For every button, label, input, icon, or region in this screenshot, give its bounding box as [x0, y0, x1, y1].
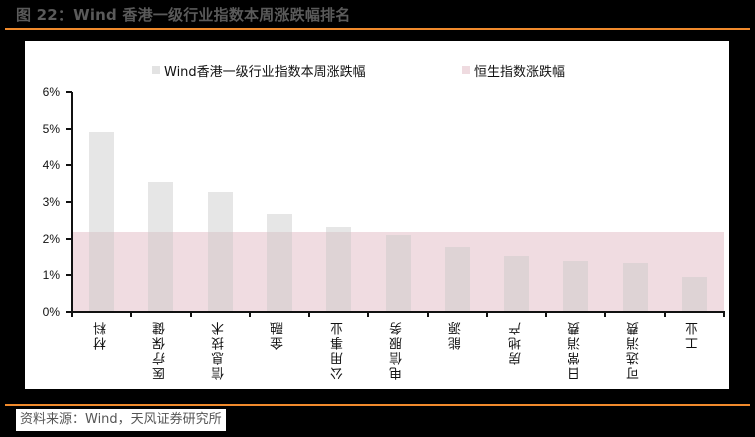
hang-seng-band: [72, 232, 724, 312]
x-category-label: 信息技术: [212, 320, 228, 380]
y-tick: [66, 91, 72, 93]
x-tick: [308, 311, 311, 317]
x-category-label: 公用事业: [330, 320, 346, 380]
y-tick: [66, 201, 72, 203]
legend-swatch-hang-seng: [462, 66, 470, 74]
bar-6: [444, 247, 470, 312]
x-axis: [71, 311, 724, 313]
bar-3: [266, 214, 292, 312]
legend-item-hang-seng: 恒生指数涨跌幅: [462, 61, 566, 80]
top-accent-rule: [5, 28, 750, 30]
bar-0: [89, 131, 115, 312]
x-tick: [723, 311, 725, 317]
legend-label-industry: Wind香港一级行业指数本周涨跌幅: [164, 64, 366, 80]
bar-5: [385, 235, 411, 312]
x-tick: [426, 311, 429, 317]
y-tick-label: 4%: [42, 158, 60, 173]
y-tick: [66, 274, 72, 277]
x-category-label: 金融: [271, 320, 287, 350]
bar-1: [148, 181, 174, 312]
y-tick-label: 3%: [42, 195, 60, 209]
y-tick-label: 1%: [42, 268, 60, 283]
x-category-label: 材料: [93, 320, 109, 350]
y-tick: [66, 237, 72, 240]
x-tick: [189, 311, 192, 317]
chart-panel: [25, 41, 729, 389]
x-tick: [367, 311, 370, 317]
x-tick: [604, 311, 607, 317]
x-category-label: 电信服务: [390, 320, 405, 380]
x-tick: [130, 311, 133, 317]
y-tick-label: 0%: [42, 305, 60, 319]
y-axis: [71, 92, 73, 313]
figure-title: 图 22：Wind 香港一级行业指数本周涨跌幅排名: [16, 6, 351, 24]
x-category-label: 能源: [449, 320, 465, 350]
x-category-label: 医疗保健: [152, 320, 168, 380]
x-tick: [248, 311, 251, 317]
bar-2: [207, 191, 233, 312]
bar-4: [326, 227, 352, 312]
source-note: 资料来源：Wind，天风证券研究所: [16, 409, 226, 431]
x-tick: [71, 311, 73, 317]
y-tick-label: 2%: [42, 231, 60, 246]
x-category-label: 可选消费: [627, 320, 643, 380]
bar-9: [622, 263, 648, 312]
legend-label-hang-seng: 恒生指数涨跌幅: [474, 64, 566, 80]
y-tick: [66, 164, 72, 167]
x-tick: [663, 311, 666, 317]
bar-10: [681, 277, 707, 312]
y-tick: [66, 127, 72, 130]
y-tick-label: 5%: [42, 121, 60, 136]
legend-swatch-industry: [152, 66, 160, 74]
y-tick-label: 6%: [42, 85, 60, 99]
x-category-label: 工业: [686, 320, 702, 350]
x-tick: [545, 311, 548, 317]
bar-8: [563, 261, 589, 312]
x-category-label: 房地产: [508, 320, 524, 365]
y-tick: [66, 311, 72, 313]
x-category-label: 日常消费: [567, 320, 583, 380]
bottom-accent-rule: [5, 404, 750, 406]
legend-item-industry-index: Wind香港一级行业指数本周涨跌幅: [152, 61, 366, 80]
x-tick: [485, 311, 488, 317]
bar-7: [504, 255, 530, 312]
